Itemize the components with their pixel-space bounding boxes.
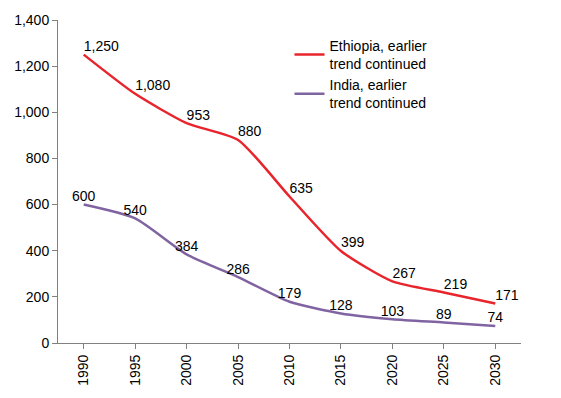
svg-text:Ethiopia, earliertrend continu: Ethiopia, earliertrend continued: [330, 38, 428, 72]
svg-text:400: 400: [26, 243, 50, 259]
svg-text:89: 89: [436, 306, 452, 322]
svg-text:74: 74: [487, 309, 503, 325]
svg-text:286: 286: [226, 261, 250, 277]
svg-text:267: 267: [392, 265, 416, 281]
svg-text:0: 0: [41, 335, 49, 351]
svg-text:384: 384: [175, 238, 199, 254]
svg-text:1990: 1990: [75, 354, 91, 385]
svg-text:1995: 1995: [127, 354, 143, 385]
svg-text:128: 128: [329, 297, 353, 313]
svg-text:600: 600: [26, 196, 50, 212]
svg-text:1,000: 1,000: [14, 104, 49, 120]
svg-text:600: 600: [72, 188, 96, 204]
svg-text:2010: 2010: [281, 354, 297, 385]
svg-text:2015: 2015: [332, 354, 348, 385]
svg-text:540: 540: [123, 202, 147, 218]
svg-text:2005: 2005: [230, 354, 246, 385]
svg-text:1,400: 1,400: [14, 12, 49, 28]
svg-text:399: 399: [341, 234, 365, 250]
svg-text:880: 880: [238, 123, 262, 139]
svg-text:2020: 2020: [384, 354, 400, 385]
svg-text:India, earliertrend continued: India, earliertrend continued: [330, 77, 427, 111]
svg-text:800: 800: [26, 150, 50, 166]
svg-text:103: 103: [381, 303, 405, 319]
svg-text:1,200: 1,200: [14, 58, 49, 74]
svg-text:179: 179: [278, 285, 302, 301]
svg-text:2030: 2030: [487, 354, 503, 385]
svg-text:171: 171: [495, 287, 519, 303]
svg-text:1,080: 1,080: [135, 77, 170, 93]
svg-text:953: 953: [187, 107, 211, 123]
svg-text:2025: 2025: [435, 354, 451, 385]
svg-text:219: 219: [444, 276, 468, 292]
svg-text:2000: 2000: [178, 354, 194, 385]
svg-text:1,250: 1,250: [84, 38, 119, 54]
svg-text:200: 200: [26, 289, 50, 305]
svg-text:635: 635: [290, 180, 314, 196]
